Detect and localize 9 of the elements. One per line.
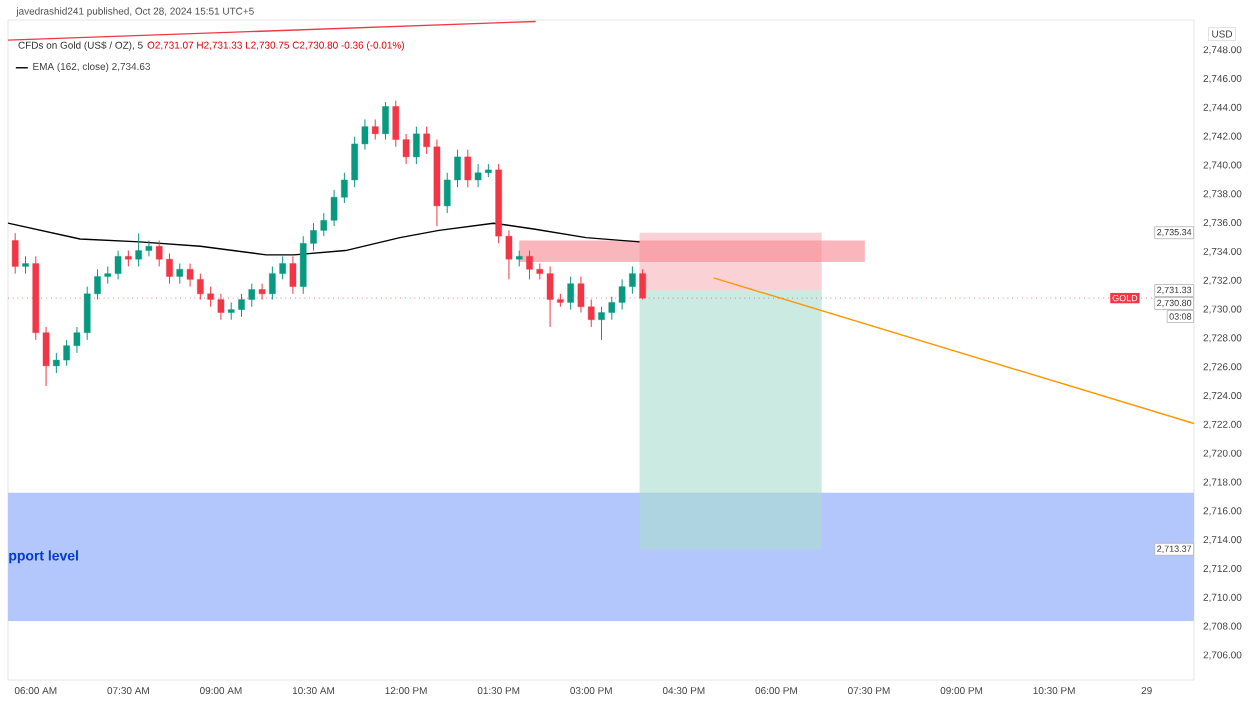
candlestick xyxy=(176,263,184,285)
candlestick xyxy=(11,232,19,275)
candlestick xyxy=(289,255,297,295)
candlestick xyxy=(464,149,472,188)
candlestick xyxy=(567,276,574,311)
candlestick xyxy=(382,101,389,141)
line-series xyxy=(7,222,641,256)
candlestick xyxy=(371,118,379,141)
candlestick xyxy=(413,126,420,165)
